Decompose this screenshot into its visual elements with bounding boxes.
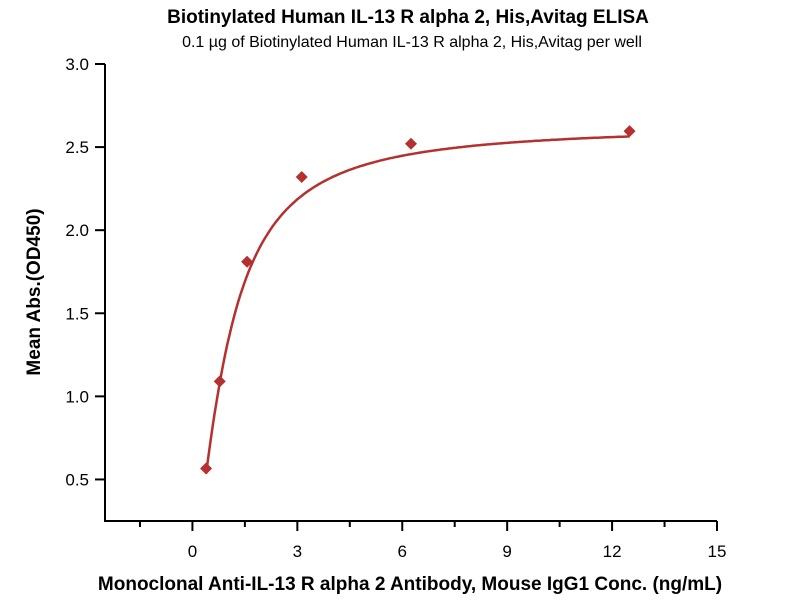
x-axis-label: Monoclonal Anti-IL-13 R alpha 2 Antibody… xyxy=(98,574,722,595)
x-tick-label: 15 xyxy=(708,542,727,561)
data-point xyxy=(623,125,636,138)
data-point xyxy=(241,255,254,268)
data-point xyxy=(405,137,417,150)
data-point xyxy=(200,462,213,475)
x-tick-label: 9 xyxy=(502,542,511,561)
data-point xyxy=(213,375,226,388)
fit-curve xyxy=(204,135,630,474)
y-tick-label: 2.0 xyxy=(65,221,89,240)
y-tick-label: 1.5 xyxy=(65,304,89,323)
y-tick-label: 0.5 xyxy=(65,470,89,489)
x-tick-label: 6 xyxy=(398,542,407,561)
y-tick-label: 1.0 xyxy=(65,387,89,406)
y-tick-label: 2.5 xyxy=(65,138,89,157)
data-point xyxy=(295,171,308,184)
chart-subtitle: 0.1 µg of Biotinylated Human IL-13 R alp… xyxy=(182,34,642,51)
x-tick-label: 3 xyxy=(293,542,302,561)
x-tick-label: 12 xyxy=(603,542,622,561)
y-axis-label: Mean Abs.(OD450) xyxy=(24,208,45,375)
y-tick-label: 3.0 xyxy=(65,55,89,74)
x-tick-label: 0 xyxy=(188,542,197,561)
chart-title: Biotinylated Human IL-13 R alpha 2, His,… xyxy=(167,7,649,28)
